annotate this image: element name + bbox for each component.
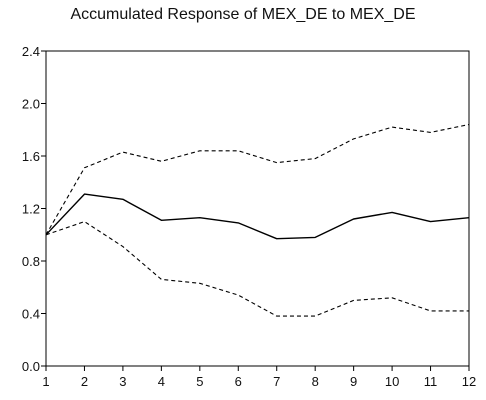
y-tick-label: 0.8 (22, 254, 40, 269)
plot-frame (45, 50, 470, 367)
x-tick-label: 6 (235, 374, 242, 389)
x-tick-label: 8 (312, 374, 319, 389)
y-tick-label: 1.6 (22, 149, 40, 164)
series-layer (45, 123, 470, 317)
x-tick-label: 7 (273, 374, 280, 389)
y-tick-label: 1.2 (22, 202, 40, 217)
x-tick-label: 4 (158, 374, 165, 389)
x-tick-label: 5 (196, 374, 203, 389)
y-tick-label: 0.0 (22, 359, 40, 374)
lower-band-line (45, 221, 469, 317)
x-tick-label: 10 (385, 374, 399, 389)
x-tick-label: 11 (424, 374, 438, 389)
response-line (45, 193, 470, 240)
x-tick-label: 1 (42, 374, 49, 389)
y-tick-label: 2.4 (22, 44, 40, 59)
y-tick-label: 0.4 (22, 307, 40, 322)
chart-title: Accumulated Response of MEX_DE to MEX_DE (70, 6, 416, 23)
x-tick-label: 9 (350, 374, 357, 389)
x-tick-label: 2 (81, 374, 88, 389)
x-tick-label: 3 (119, 374, 126, 389)
x-tick-label: 12 (462, 374, 476, 389)
axes-layer: 0.00.40.81.21.62.02.41 2 3 4 5 6 7 8 9 10 11 12 (22, 44, 476, 389)
y-tick-label: 2.0 (22, 97, 40, 112)
upper-band-line (45, 123, 470, 236)
